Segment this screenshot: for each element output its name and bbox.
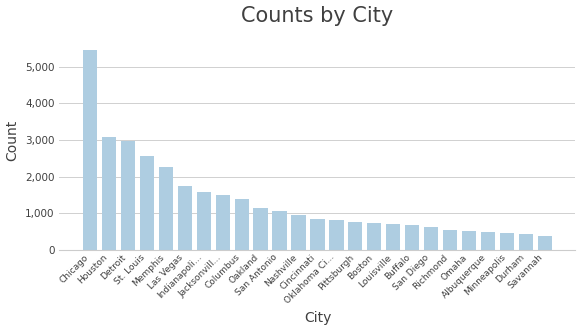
Bar [329,220,343,250]
Bar [405,225,419,250]
Title: Counts by City: Counts by City [241,6,393,25]
Bar [140,156,154,250]
X-axis label: City: City [304,311,331,325]
Bar [462,231,476,250]
Bar [538,236,552,250]
Y-axis label: Count: Count [6,119,20,161]
Bar [386,224,400,250]
Bar [178,186,192,250]
Bar [83,50,97,250]
Bar [253,209,268,250]
Bar [196,192,211,250]
Bar [367,223,381,250]
Bar [272,211,286,250]
Bar [216,195,230,250]
Bar [519,234,533,250]
Bar [292,215,306,250]
Bar [348,222,363,250]
Bar [500,233,514,250]
Bar [424,227,438,250]
Bar [481,232,495,250]
Bar [235,199,249,250]
Bar [102,137,116,250]
Bar [310,219,325,250]
Bar [443,230,457,250]
Bar [121,141,135,250]
Bar [159,167,173,250]
